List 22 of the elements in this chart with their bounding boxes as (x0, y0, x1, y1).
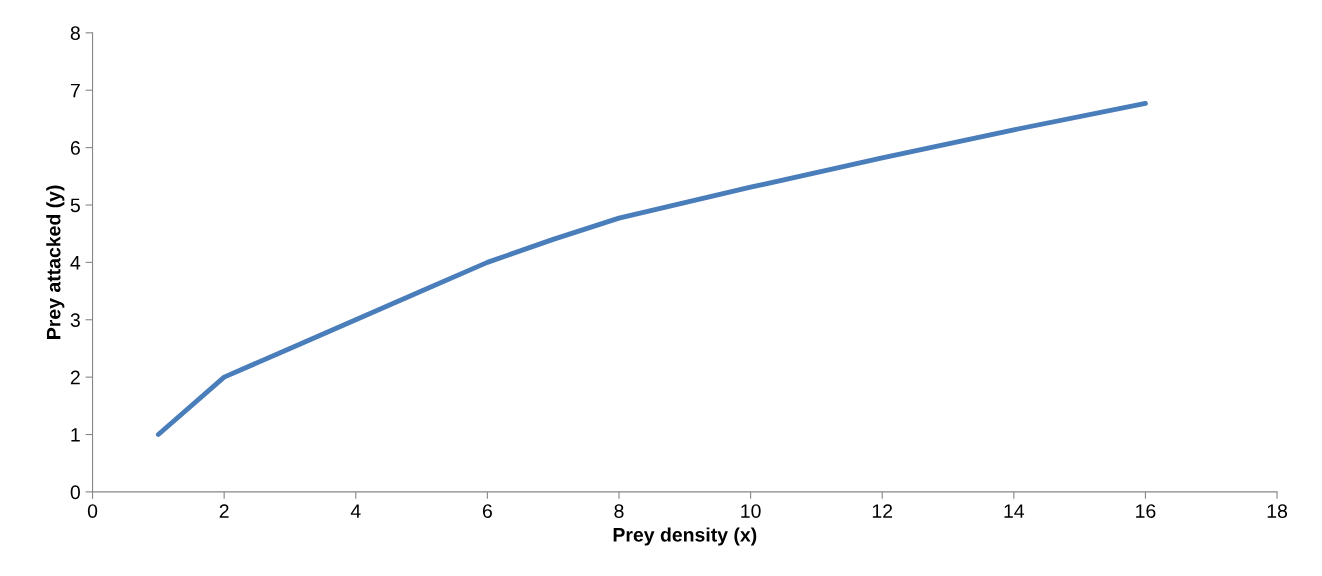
x-tick-label: 2 (219, 504, 229, 518)
line-series (155, 100, 1148, 437)
y-tick-label: 5 (70, 198, 80, 213)
y-tick-label: 0 (70, 485, 80, 500)
y-tick-label: 4 (70, 256, 81, 270)
y-tick-label: 7 (70, 83, 80, 98)
y-tick-label: 1 (71, 428, 80, 442)
x-tick-label: 16 (1136, 504, 1156, 518)
x-tick-label: 12 (872, 504, 893, 518)
x-tick-label: 4 (350, 504, 361, 518)
y-tick-label: 3 (70, 313, 80, 327)
y-tick-label: 6 (70, 141, 80, 155)
y-tick-label: 8 (70, 26, 80, 41)
x-axis-title: Prey density (x) (613, 527, 757, 546)
y-axis-title: Prey attacked (y) (46, 185, 65, 339)
x-tick-label: 14 (1004, 504, 1025, 518)
x-tick-label: 10 (741, 504, 761, 518)
y-tick-label: 2 (70, 370, 80, 385)
x-tick-label: 6 (482, 504, 492, 518)
x-tick-label: 18 (1267, 504, 1288, 518)
x-tick-label: 0 (87, 504, 98, 518)
x-tick-label: 8 (614, 504, 624, 518)
